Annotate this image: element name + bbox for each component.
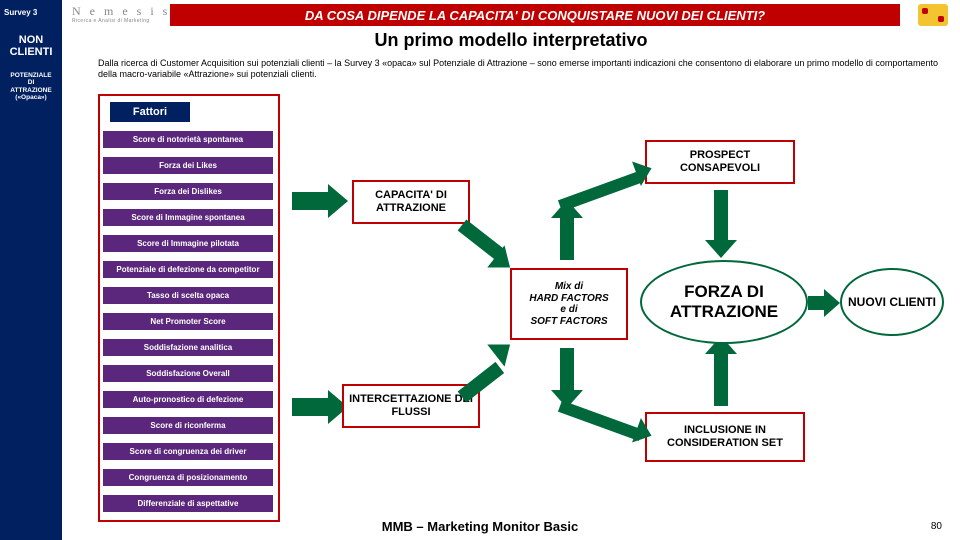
oval-nuovi-clienti: NUOVI CLIENTI	[840, 268, 944, 336]
arrow-icon	[558, 171, 643, 212]
oval-forza-attrazione: FORZA DI ATTRAZIONE	[640, 260, 808, 344]
page-number: 80	[931, 521, 942, 532]
factor-item: Score di notorietà spontanea	[102, 130, 274, 149]
intro-paragraph: Dalla ricerca di Customer Acquisition su…	[98, 58, 948, 81]
box-mix-factors: Mix di HARD FACTORS e di SOFT FACTORS	[510, 268, 628, 340]
factor-item: Score di Immagine pilotata	[102, 234, 274, 253]
arrow-icon	[292, 192, 328, 210]
factor-item: Net Promoter Score	[102, 312, 274, 331]
sidebar-survey-label: Survey 3	[4, 8, 37, 17]
arrow-icon	[705, 240, 737, 258]
sidebar: Survey 3 NON CLIENTI POTENZIALE DI ATTRA…	[0, 0, 62, 540]
arrow-icon	[558, 400, 643, 441]
factor-item: Potenziale di defezione da competitor	[102, 260, 274, 279]
factor-item: Auto-pronostico di defezione	[102, 390, 274, 409]
sidebar-potenziale: POTENZIALE DI ATTRAZIONE («Opaca»)	[0, 72, 62, 102]
arrow-icon	[714, 352, 728, 406]
arrow-icon	[824, 289, 840, 317]
sidebar-non-clienti: NON CLIENTI	[0, 34, 62, 58]
arrow-icon	[328, 184, 348, 218]
arrow-icon	[292, 398, 328, 416]
arrow-icon	[560, 348, 574, 392]
factor-item: Soddisfazione Overall	[102, 364, 274, 383]
page-subtitle: Un primo modello interpretativo	[62, 30, 960, 51]
factor-item: Score di congruenza dei driver	[102, 442, 274, 461]
factor-item: Soddisfazione analitica	[102, 338, 274, 357]
factor-item: Score di Immagine spontanea	[102, 208, 274, 227]
factor-item: Congruenza di posizionamento	[102, 468, 274, 487]
factor-item: Forza dei Dislikes	[102, 182, 274, 201]
arrow-icon	[458, 362, 504, 403]
arrow-icon	[714, 190, 728, 242]
brand-logo: N e m e s i s	[72, 4, 170, 19]
factor-item: Differenziale di aspettative	[102, 494, 274, 513]
factor-item: Score di riconferma	[102, 416, 274, 435]
factors-title: Fattori	[110, 102, 190, 122]
box-capacita-attrazione: CAPACITA' DI ATTRAZIONE	[352, 180, 470, 224]
factor-item: Tasso di scelta opaca	[102, 286, 274, 305]
box-prospect-consapevoli: PROSPECT CONSAPEVOLI	[645, 140, 795, 184]
box-inclusione-consideration: INCLUSIONE IN CONSIDERATION SET	[645, 412, 805, 462]
arrow-icon	[560, 216, 574, 260]
factor-item: Forza dei Likes	[102, 156, 274, 175]
brand-tagline: Ricerca e Analisi di Marketing	[72, 18, 150, 24]
header-title: DA COSA DIPENDE LA CAPACITA' DI CONQUIST…	[170, 4, 900, 26]
footer-text: MMB – Marketing Monitor Basic	[0, 519, 960, 534]
header-emblem-icon	[918, 4, 948, 26]
